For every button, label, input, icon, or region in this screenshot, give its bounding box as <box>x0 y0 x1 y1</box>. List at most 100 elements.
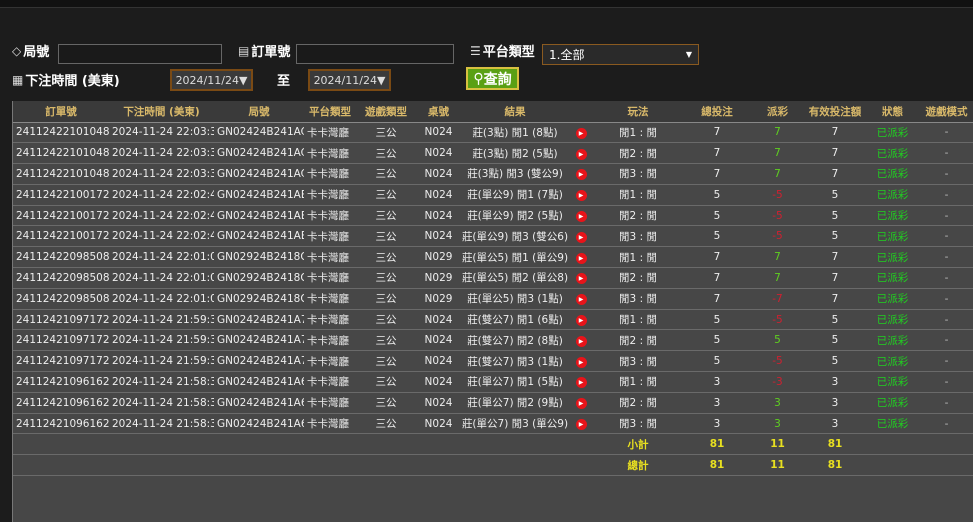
bet-time: 2024-11-24 22:01:04 <box>109 267 214 289</box>
round-id: GN02424B241A7 <box>214 350 304 373</box>
table-row: 241124221001727 2024-11-24 22:02:43 GN0242… <box>13 205 973 227</box>
total-bet: 7 <box>683 122 751 144</box>
order-label: 訂單號 <box>251 45 291 60</box>
search-button[interactable]: ⚲ 查詢 <box>466 67 519 90</box>
bet-time: 2024-11-24 21:58:36 <box>109 413 214 435</box>
play-video-icon[interactable]: ▶ <box>575 398 587 410</box>
platform-type: 卡卡灣廳 <box>304 329 356 352</box>
table-id: N024 <box>416 163 461 185</box>
bet-time: 2024-11-24 22:02:43 <box>109 205 214 227</box>
play-type: 閒3 : 閒 <box>593 350 683 373</box>
round-id: GN02424B241A6 <box>214 392 304 414</box>
play-video-icon[interactable]: ▶ <box>575 377 587 389</box>
order-id: 241124220985083 <box>13 288 109 310</box>
valid-bet: 5 <box>804 225 866 248</box>
total-row: 總計 81 11 81 <box>13 454 973 477</box>
game-type: 三公 <box>356 350 416 373</box>
replay-cell: ▶ <box>569 163 593 185</box>
total-bet: 5 <box>683 350 751 373</box>
play-video-icon[interactable]: ▶ <box>575 148 587 160</box>
result: 莊(3點) 閒2 (5點) <box>461 142 569 165</box>
game-mode: - <box>919 163 973 185</box>
play-video-icon[interactable]: ▶ <box>575 315 587 327</box>
platform-type: 卡卡灣廳 <box>304 309 356 331</box>
round-id: GN02424B241A6 <box>214 371 304 393</box>
play-type: 閒3 : 閒 <box>593 288 683 310</box>
table-id: N029 <box>416 288 461 310</box>
order-id: 241124210971722 <box>13 329 109 352</box>
total-bet: 5 <box>683 309 751 331</box>
play-video-icon[interactable]: ▶ <box>575 356 587 368</box>
result: 莊(雙公7) 閒1 (6點) <box>461 309 569 331</box>
result: 莊(單公7) 閒2 (9點) <box>461 392 569 414</box>
replay-cell: ▶ <box>569 371 593 393</box>
table-row: 241124221010486 2024-11-24 22:03:31 GN0242… <box>13 142 973 165</box>
play-video-icon[interactable]: ▶ <box>575 335 587 347</box>
valid-bet: 7 <box>804 288 866 310</box>
bet-time: 2024-11-24 22:01:04 <box>109 246 214 269</box>
round-id: GN02424B241AB <box>214 225 304 248</box>
play-video-icon[interactable]: ▶ <box>575 273 587 285</box>
status: 已派彩 <box>866 163 919 185</box>
bet-time: 2024-11-24 21:58:36 <box>109 392 214 414</box>
table-row: 241124221010485 2024-11-24 22:03:31 GN0242… <box>13 163 973 185</box>
platform-type: 卡卡灣廳 <box>304 413 356 435</box>
column-header: 下注時間 (美東) <box>109 101 214 123</box>
replay-cell: ▶ <box>569 350 593 373</box>
result: 莊(單公9) 閒2 (5點) <box>461 205 569 227</box>
play-video-icon[interactable]: ▶ <box>575 294 587 306</box>
result: 莊(單公5) 閒1 (單公9) <box>461 246 569 269</box>
payout: 3 <box>751 392 804 414</box>
result: 莊(雙公7) 閒3 (1點) <box>461 350 569 373</box>
play-video-icon[interactable]: ▶ <box>575 190 587 202</box>
platform-type: 卡卡灣廳 <box>304 225 356 248</box>
game-type: 三公 <box>356 122 416 144</box>
status: 已派彩 <box>866 184 919 206</box>
payout: -5 <box>751 309 804 331</box>
replay-cell: ▶ <box>569 288 593 310</box>
play-video-icon[interactable]: ▶ <box>575 211 587 223</box>
date-to-picker[interactable]: 2024/11/24▼ <box>308 69 391 91</box>
order-id: 241124210961622 <box>13 413 109 435</box>
platform-type: 卡卡灣廳 <box>304 246 356 269</box>
valid-bet: 7 <box>804 267 866 289</box>
game-mode: - <box>919 184 973 206</box>
table-id: N024 <box>416 309 461 331</box>
table-id: N029 <box>416 246 461 269</box>
play-video-icon[interactable]: ▶ <box>575 252 587 264</box>
play-video-icon[interactable]: ▶ <box>575 231 587 243</box>
play-video-icon[interactable]: ▶ <box>575 419 587 431</box>
status: 已派彩 <box>866 122 919 144</box>
valid-bet: 7 <box>804 246 866 269</box>
payout: 5 <box>751 329 804 352</box>
round-input[interactable] <box>58 44 222 64</box>
total-bet: 7 <box>683 267 751 289</box>
date-from-picker[interactable]: 2024/11/24▼ <box>170 69 253 91</box>
replay-cell: ▶ <box>569 267 593 289</box>
play-video-icon[interactable]: ▶ <box>575 127 587 139</box>
round-id: GN02424B241AC <box>214 142 304 165</box>
order-input[interactable] <box>296 44 454 64</box>
round-id: GN02924B2418O <box>214 288 304 310</box>
platform-select[interactable]: 1.全部 ▼ <box>542 44 699 65</box>
column-header <box>569 101 593 123</box>
table-row: 241124221001726 2024-11-24 22:02:43 GN0242… <box>13 225 973 248</box>
payout: -3 <box>751 371 804 393</box>
payout: -5 <box>751 225 804 248</box>
round-id: GN02424B241AC <box>214 122 304 144</box>
order-id: 241124221010485 <box>13 163 109 185</box>
game-type: 三公 <box>356 246 416 269</box>
play-video-icon[interactable]: ▶ <box>575 169 587 181</box>
play-type: 閒2 : 閒 <box>593 392 683 414</box>
game-mode: - <box>919 205 973 227</box>
clipboard-icon: ▤ <box>238 43 250 58</box>
bet-time: 2024-11-24 22:03:31 <box>109 122 214 144</box>
valid-bet: 3 <box>804 413 866 435</box>
valid-bet: 5 <box>804 184 866 206</box>
order-id: 241124210971721 <box>13 350 109 373</box>
status: 已派彩 <box>866 371 919 393</box>
order-id: 241124221001728 <box>13 184 109 206</box>
bet-time: 2024-11-24 21:59:38 <box>109 350 214 373</box>
game-mode: - <box>919 225 973 248</box>
table-row: 241124210961623 2024-11-24 21:58:36 GN0242… <box>13 392 973 414</box>
